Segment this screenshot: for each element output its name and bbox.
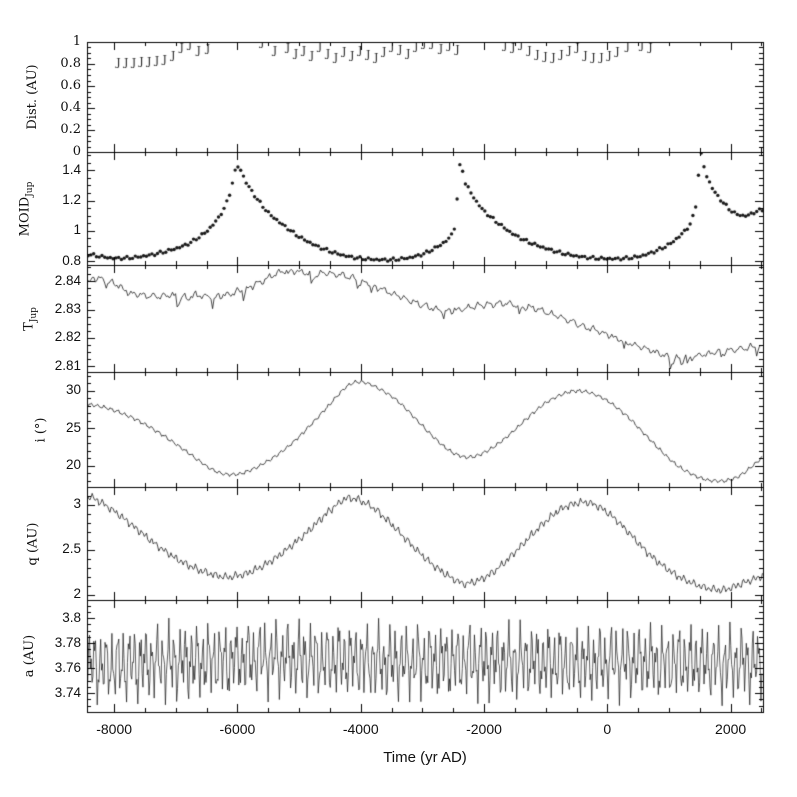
x-tick-label: -2000 [466,721,502,737]
panel-title-q: q (AU) [25,522,40,565]
y-tick-label-moid: 1.2 [62,192,81,208]
y-tick-label-q: 2 [73,586,81,602]
y-tick-label-tjup: 2.83 [54,301,81,317]
x-tick-label: 0 [603,721,612,737]
y-tick-label-dist: 0.8 [60,56,81,71]
y-tick-label-incl: 20 [65,457,81,473]
y-tick-label-dist: 0 [72,144,81,159]
panel-title-tjup: TJup [21,306,39,331]
y-tick-label-incl: 30 [65,382,81,398]
y-tick-label-a: 3.78 [54,634,81,650]
y-tick-label-a: 3.74 [54,684,81,700]
y-tick-label-tjup: 2.82 [54,329,81,345]
y-tick-label-tjup: 2.84 [54,272,81,288]
y-tick-label-dist: 0.4 [60,100,81,115]
y-tick-label-moid: 1 [73,222,81,238]
x-tick-label: -6000 [219,721,256,737]
x-tick-label: -8000 [96,721,133,737]
y-tick-label-dist: 1 [72,34,81,49]
x-tick-label: -4000 [342,721,379,737]
y-tick-label-a: 3.8 [62,609,81,625]
y-tick-label-dist: 0.2 [60,122,81,137]
x-tick-label: 2000 [715,721,747,737]
y-tick-label-dist: 0.6 [60,78,81,93]
panel-title-moid: MOIDJup [17,181,35,236]
y-tick-label-q: 3 [73,496,81,512]
y-tick-label-tjup: 2.81 [54,357,81,373]
y-tick-label-q: 2.5 [62,541,81,557]
x-axis-title: Time (yr AD) [383,749,467,766]
panel-title-incl: i (°) [33,417,48,442]
y-tick-label-incl: 25 [65,419,81,435]
panel-title-dist: Dist. (AU) [25,64,40,130]
y-tick-label-moid: 1.4 [62,161,81,177]
y-tick-label-a: 3.76 [54,659,81,675]
y-tick-label-moid: 0.8 [62,252,81,268]
panel-title-a: a (AU) [22,634,37,678]
